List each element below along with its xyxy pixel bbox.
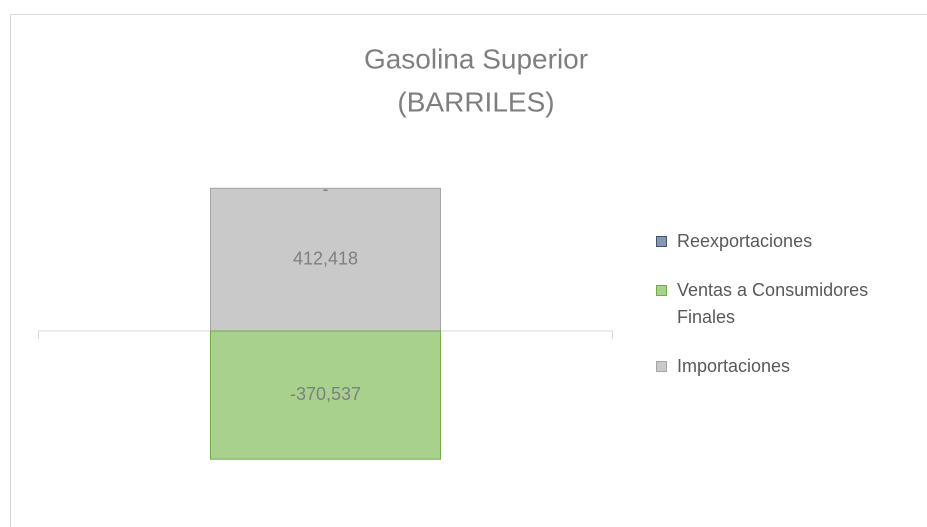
legend-swatch [656, 236, 667, 247]
legend-item: Reexportaciones [656, 228, 916, 255]
chart-frame [10, 14, 927, 527]
data-label: 412,418 [293, 248, 358, 268]
data-label: - [323, 179, 329, 199]
legend-swatch [656, 285, 667, 296]
legend-label: Importaciones [677, 356, 791, 376]
legend-swatch [656, 361, 667, 372]
legend-label: Ventas a Consumidores Finales [677, 280, 869, 327]
chart-subtitle: (BARRILES) [397, 86, 554, 117]
legend-label: Reexportaciones [677, 231, 813, 251]
legend: Reexportaciones Ventas a Consumidores Fin… [656, 228, 916, 402]
legend-item: Ventas a Consumidores Finales [656, 277, 916, 331]
legend-item: Importaciones [656, 353, 916, 380]
data-label: -370,537 [290, 384, 361, 404]
chart-title: Gasolina Superior [364, 43, 588, 74]
bar-segment [210, 330, 441, 460]
